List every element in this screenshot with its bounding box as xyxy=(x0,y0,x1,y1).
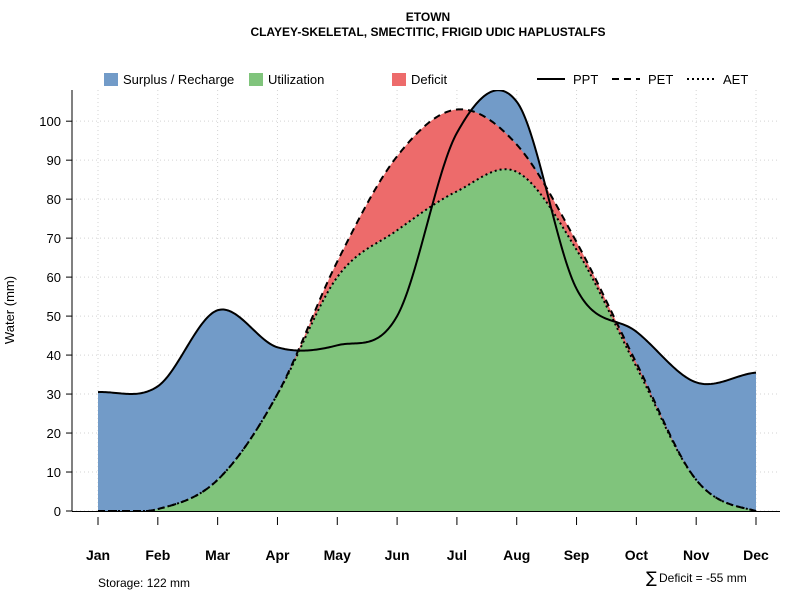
legend-label-pet: PET xyxy=(648,72,673,87)
x-tick-label-jul: Jul xyxy=(447,547,467,563)
x-tick-label-apr: Apr xyxy=(265,547,290,563)
x-tick-label-nov: Nov xyxy=(683,547,710,563)
y-tick-label: 80 xyxy=(47,192,61,207)
legend: Surplus / Recharge Utilization Deficit P… xyxy=(104,72,748,87)
legend-label-ppt: PPT xyxy=(573,72,598,87)
legend-label-surplus: Surplus / Recharge xyxy=(123,72,234,87)
y-tick-label: 70 xyxy=(47,231,61,246)
pet-line xyxy=(97,108,757,512)
legend-label-aet: AET xyxy=(723,72,748,87)
y-tick-label: 0 xyxy=(54,504,61,519)
x-tick-label-dec: Dec xyxy=(743,547,769,563)
axes: 0 10 20 30 40 50 60 70 80 90 100 Jan Feb Mar Apr May Jun… xyxy=(39,90,780,563)
legend-label-deficit: Deficit xyxy=(411,72,448,87)
utilization-area xyxy=(98,169,756,511)
ppt-line xyxy=(97,90,757,395)
y-tick-label: 90 xyxy=(47,153,61,168)
y-axis-label: Water (mm) xyxy=(2,276,17,344)
y-tick-label: 50 xyxy=(47,309,61,324)
x-tick-label-jan: Jan xyxy=(86,547,110,563)
legend-swatch-deficit xyxy=(392,73,406,86)
x-tick-label-sep: Sep xyxy=(564,547,590,563)
chart-title: ETOWN xyxy=(406,10,450,24)
y-tick-label: 100 xyxy=(39,114,61,129)
y-tick-label: 40 xyxy=(47,348,61,363)
y-tick-label: 10 xyxy=(47,465,61,480)
series-lines xyxy=(97,90,757,512)
deficit-annotation: Deficit = -55 mm xyxy=(659,571,747,585)
x-tick-label-jun: Jun xyxy=(385,547,410,563)
legend-swatch-utilization xyxy=(249,73,263,86)
x-tick-label-feb: Feb xyxy=(145,547,170,563)
chart-subtitle: CLAYEY-SKELETAL, SMECTITIC, FRIGID UDIC … xyxy=(250,25,605,39)
legend-label-utilization: Utilization xyxy=(268,72,324,87)
deficit-area xyxy=(98,109,756,511)
aet-line xyxy=(97,168,757,512)
x-tick-label-aug: Aug xyxy=(503,547,530,563)
legend-swatch-surplus xyxy=(104,73,118,86)
x-tick-label-may: May xyxy=(324,547,351,563)
y-tick-label: 30 xyxy=(47,387,61,402)
sum-symbol: ∑ xyxy=(646,568,657,587)
storage-annotation: Storage: 122 mm xyxy=(98,576,190,590)
x-tick-label-oct: Oct xyxy=(625,547,649,563)
y-tick-label: 20 xyxy=(47,426,61,441)
y-tick-label: 60 xyxy=(47,270,61,285)
area-fills xyxy=(98,90,756,511)
x-tick-label-mar: Mar xyxy=(205,547,230,563)
